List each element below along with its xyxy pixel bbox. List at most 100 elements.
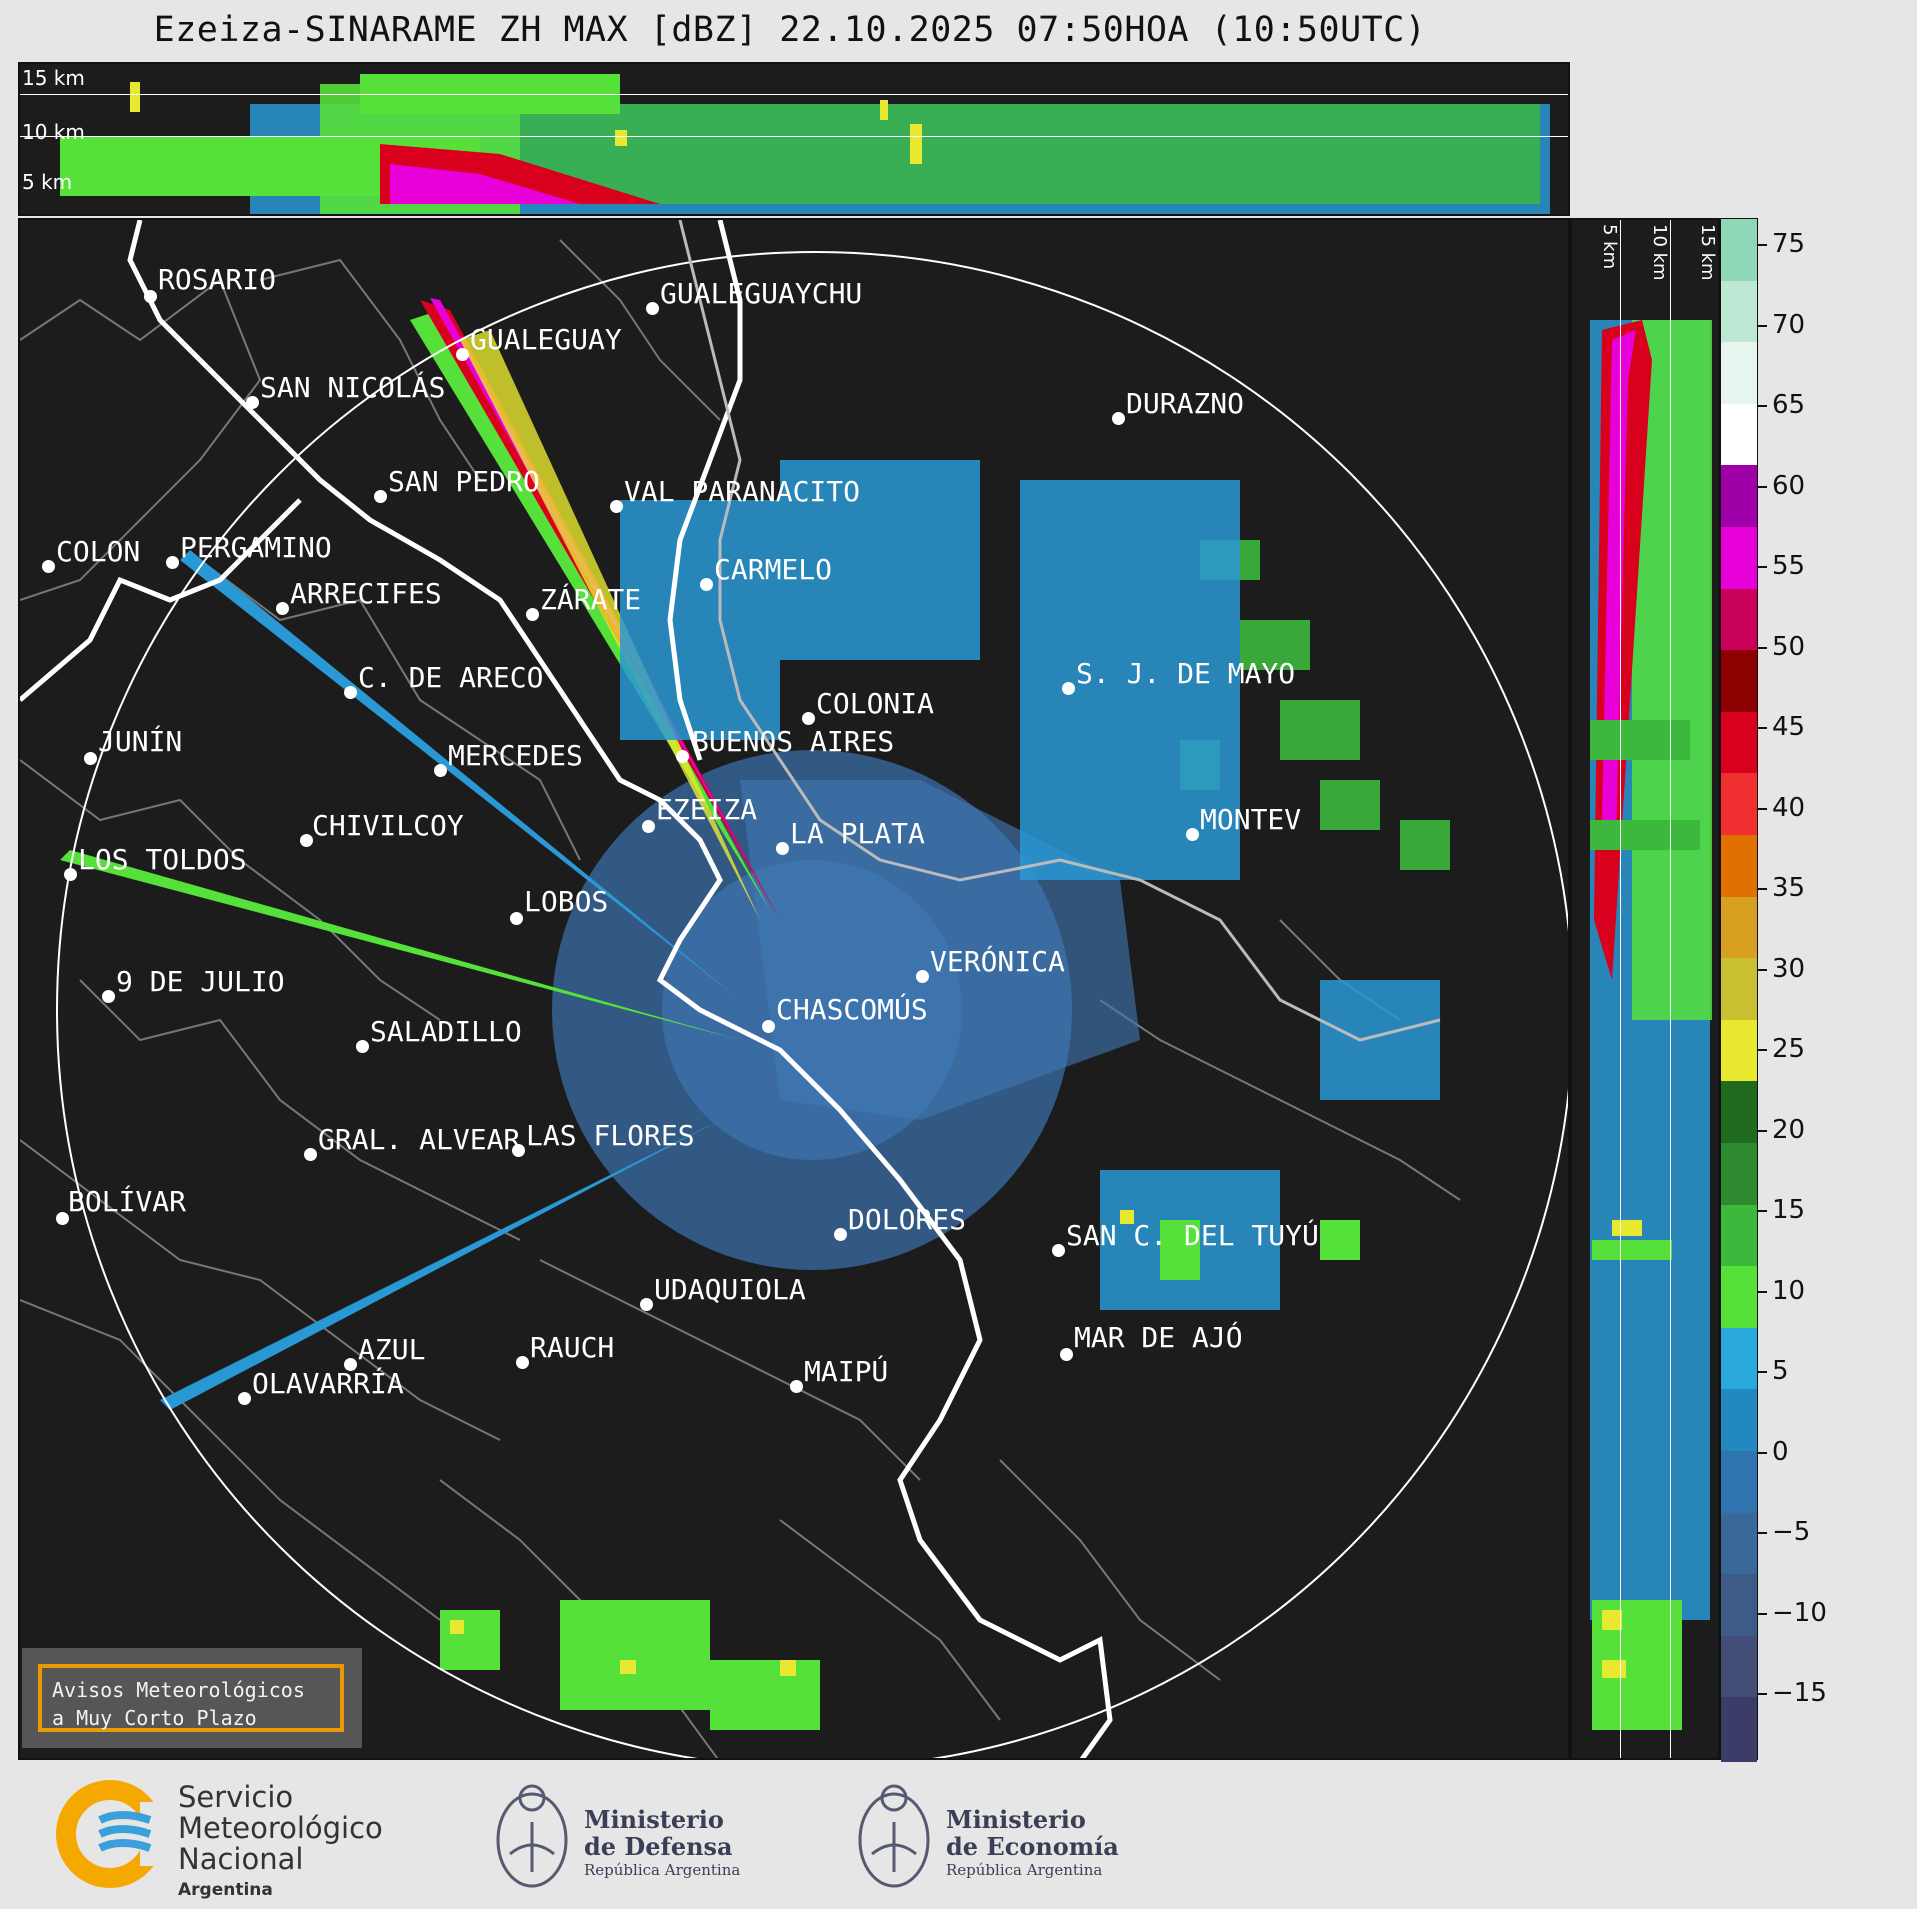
city-dot-maipu xyxy=(790,1380,803,1393)
colorbar-segment xyxy=(1721,403,1757,469)
city-label-chivilcoy: CHIVILCOY xyxy=(312,809,464,842)
city-dot-udaquiola xyxy=(640,1298,653,1311)
side-cross-section-echo xyxy=(1590,320,1712,1730)
colorbar-tick-mark xyxy=(1758,727,1767,729)
economia-name: Ministerio de Economía República Argenti… xyxy=(946,1806,1119,1880)
city-dot-9-de-julio xyxy=(102,990,115,1003)
city-label-arrecifes: ARRECIFES xyxy=(290,577,442,610)
side-alt-label-5km: 5 km xyxy=(1599,224,1620,270)
colorbar-tick-mark xyxy=(1758,1129,1767,1132)
colorbar-tick-label: 5 xyxy=(1772,1356,1789,1386)
colorbar-tick-label: 35 xyxy=(1772,873,1806,903)
footer-logos xyxy=(0,1762,1917,1909)
city-label-udaquiola: UDAQUIOLA xyxy=(654,1273,806,1306)
economia-line3: República Argentina xyxy=(946,1861,1103,1879)
colorbar-tick-label: 0 xyxy=(1772,1436,1789,1467)
colorbar-segment xyxy=(1721,835,1757,900)
smn-line4: Argentina xyxy=(178,1880,273,1900)
city-label-sj-de-mayo: S. J. DE MAYO xyxy=(1076,657,1296,690)
city-label-olavarria: OLAVARRÍA xyxy=(252,1367,404,1400)
city-dot-sj-de-mayo xyxy=(1062,682,1075,695)
city-dot-rosario xyxy=(144,290,157,303)
city-label-azul: AZUL xyxy=(358,1333,426,1366)
alt-label-5km: 5 km xyxy=(22,170,73,194)
colorbar-tick-mark xyxy=(1758,1693,1767,1695)
city-label-lobos: LOBOS xyxy=(524,885,609,918)
city-dot-montev xyxy=(1186,828,1199,841)
colorbar-tick-mark xyxy=(1758,405,1767,407)
city-label-la-plata: LA PLATA xyxy=(790,817,925,850)
city-label-buenos-aires: BUENOS AIRES xyxy=(692,725,895,758)
city-dot-mar-de-ajo xyxy=(1060,1348,1073,1361)
city-label-san-pedro: SAN PEDRO xyxy=(388,465,540,498)
colorbar-tick-label: 15 xyxy=(1772,1195,1806,1225)
colorbar-segment xyxy=(1721,465,1757,531)
city-dot-los-toldos xyxy=(64,868,77,881)
city-dot-chascomus xyxy=(762,1020,775,1033)
side-alt-label-15km: 15 km xyxy=(1697,224,1718,281)
city-dot-san-c-del-tuyu xyxy=(1052,1244,1065,1257)
colorbar-tick-mark xyxy=(1758,485,1767,488)
city-dot-saladillo xyxy=(356,1040,369,1053)
top-cross-section-panel: 15 km 10 km 5 km xyxy=(18,62,1570,216)
city-label-durazno: DURAZNO xyxy=(1126,387,1245,420)
city-dot-gral-alvear xyxy=(304,1148,317,1161)
colorbar-tick-label: 75 xyxy=(1772,229,1806,259)
colorbar-tick-label: −5 xyxy=(1772,1517,1811,1547)
radar-echo-south xyxy=(440,1220,1360,1730)
colorbar-tick-label: 40 xyxy=(1772,792,1806,823)
warning-line1: Avisos Meteorológicos xyxy=(52,1678,305,1702)
colorbar-tick-label: 50 xyxy=(1772,631,1806,662)
colorbar-tick-mark xyxy=(1758,244,1767,246)
city-label-junin: JUNÍN xyxy=(98,725,183,758)
city-label-colon: COLON xyxy=(56,535,141,568)
city-label-chascomus: CHASCOMÚS xyxy=(776,993,928,1026)
colorbar-segment xyxy=(1721,588,1757,654)
warning-overlay: Avisos Meteorológicos a Muy Corto Plazo xyxy=(22,1648,362,1748)
colorbar-tick-mark xyxy=(1758,1532,1767,1534)
economia-seal-icon xyxy=(858,1784,930,1888)
city-dot-san-pedro xyxy=(374,490,387,503)
colorbar-tick-mark xyxy=(1758,1612,1767,1615)
city-dot-bolivar xyxy=(56,1212,69,1225)
top-cross-section-echo xyxy=(60,74,1550,214)
city-label-9-de-julio: 9 DE JULIO xyxy=(116,965,285,998)
side-gridline-10km xyxy=(1670,220,1671,1758)
city-label-saladillo: SALADILLO xyxy=(370,1015,522,1048)
smn-name: Servicio Meteorológico Nacional Argentin… xyxy=(178,1782,383,1906)
smn-line3: Nacional xyxy=(178,1842,304,1876)
radar-map-panel: ROSARIO GUALEGUAYCHU GUALEGUAY SAN NICOL… xyxy=(18,218,1570,1760)
colorbar-tick-mark xyxy=(1758,324,1767,327)
city-label-las-flores: LAS FLORES xyxy=(526,1119,695,1152)
city-label-ezeiza: EZEIZA xyxy=(656,793,758,826)
colorbar-tick-mark xyxy=(1758,1210,1767,1212)
city-label-mar-de-ajo: MAR DE AJÓ xyxy=(1074,1321,1243,1354)
city-label-san-c-del-tuyu: SAN C. DEL TUYÚ xyxy=(1066,1219,1319,1252)
city-dot-rauch xyxy=(516,1356,529,1369)
city-dot-chivilcoy xyxy=(300,834,313,847)
colorbar-segment xyxy=(1721,1697,1757,1763)
city-dot-c-de-areco xyxy=(344,686,357,699)
city-dot-pergamino xyxy=(166,556,179,569)
defensa-line1: Ministerio xyxy=(584,1805,724,1834)
smn-line2: Meteorológico xyxy=(178,1811,383,1845)
colorbar-tick-label: 25 xyxy=(1772,1034,1806,1064)
city-label-los-toldos: LOS TOLDOS xyxy=(78,843,247,876)
city-dot-junin xyxy=(84,752,97,765)
city-label-gualeguaychu: GUALEGUAYCHU xyxy=(660,277,863,310)
colorbar-segment xyxy=(1721,342,1757,407)
city-label-veronica: VERÓNICA xyxy=(930,945,1065,978)
colorbar-tick-mark xyxy=(1758,1049,1767,1051)
city-label-dolores: DOLORES xyxy=(848,1203,967,1236)
defensa-line2: de Defensa xyxy=(584,1832,733,1861)
city-label-san-nicolas: SAN NICOLÁS xyxy=(260,371,446,404)
colorbar-tick-label: 45 xyxy=(1772,712,1806,742)
warning-button[interactable]: Avisos Meteorológicos a Muy Corto Plazo xyxy=(38,1664,344,1732)
defensa-name: Ministerio de Defensa República Argentin… xyxy=(584,1806,740,1880)
city-label-pergamino: PERGAMINO xyxy=(180,531,332,564)
colorbar-segment xyxy=(1721,280,1757,346)
smn-logo-icon xyxy=(56,1780,180,1888)
colorbar-segment xyxy=(1721,527,1757,592)
dbz-colorbar xyxy=(1720,218,1758,1763)
economia-line1: Ministerio xyxy=(946,1805,1086,1834)
